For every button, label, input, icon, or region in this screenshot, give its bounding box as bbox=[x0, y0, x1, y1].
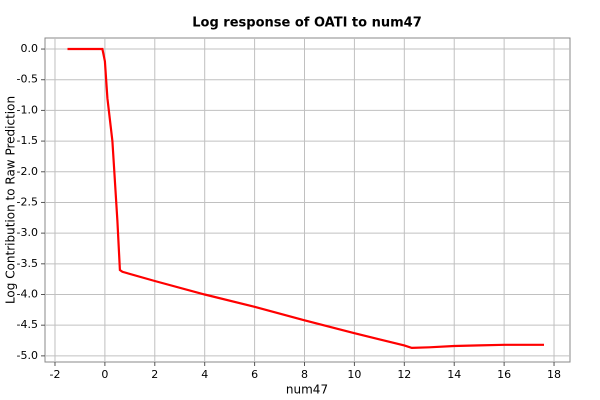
x-axis-label: num47 bbox=[286, 383, 328, 397]
x-tick-label: 6 bbox=[251, 368, 258, 381]
y-tick-label: -1.0 bbox=[17, 103, 38, 116]
chart-title: Log response of OATI to num47 bbox=[192, 16, 422, 31]
y-tick-label: -3.5 bbox=[17, 257, 38, 270]
plot-area bbox=[44, 37, 571, 363]
y-tick-label: -2.0 bbox=[17, 165, 38, 178]
y-tick-label: -4.5 bbox=[17, 318, 38, 331]
y-tick-label: -3.0 bbox=[17, 226, 38, 239]
x-tick-label: -2 bbox=[49, 368, 60, 381]
x-tick-label: 0 bbox=[101, 368, 108, 381]
y-tick-label: -4.0 bbox=[17, 288, 38, 301]
x-tick-label: 2 bbox=[151, 368, 158, 381]
y-tick-label: -5.0 bbox=[17, 349, 38, 362]
x-tick-label: 14 bbox=[447, 368, 461, 381]
x-tick-label: 18 bbox=[547, 368, 561, 381]
y-axis-label: Log Contribution to Raw Prediction bbox=[4, 96, 18, 304]
x-tick-label: 8 bbox=[301, 368, 308, 381]
y-tick-label: 0.0 bbox=[21, 42, 39, 55]
x-tick-label: 10 bbox=[347, 368, 361, 381]
y-tick-label: -0.5 bbox=[17, 73, 38, 86]
data-line bbox=[67, 47, 544, 350]
y-tick-label: -1.5 bbox=[17, 134, 38, 147]
x-tick-label: 4 bbox=[201, 368, 208, 381]
y-tick-label: -2.5 bbox=[17, 195, 38, 208]
x-tick-label: 16 bbox=[497, 368, 511, 381]
x-tick-label: 12 bbox=[397, 368, 411, 381]
